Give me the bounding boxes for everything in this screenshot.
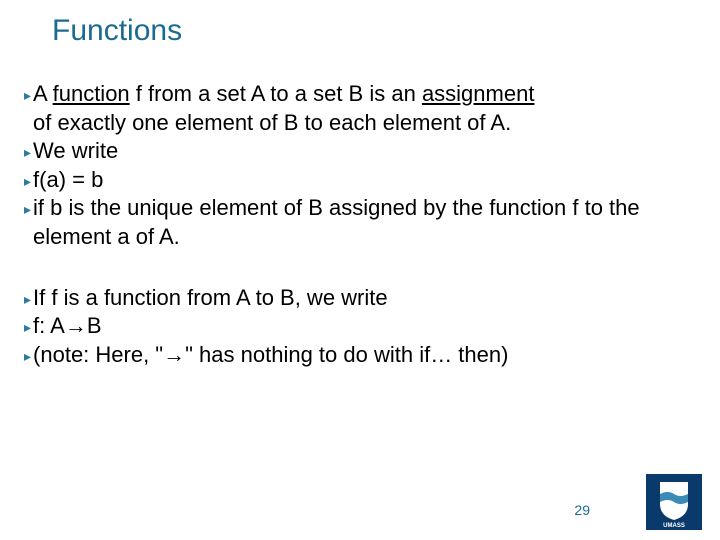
bullet-line: ▸ (note: Here, "→" has nothing to do wit… [24,341,696,370]
svg-text:UMASS: UMASS [663,523,685,529]
t: (note: Here, " [33,342,163,367]
bullet-line: ▸ f(a) = b [24,166,696,195]
bullet-line: ▸ if b is the unique element of B assign… [24,194,696,251]
bullet-line: ▸ We write [24,137,696,166]
t: A [33,81,53,106]
bullet-icon: ▸ [24,143,31,161]
line-text: if b is the unique element of B assigned… [33,194,696,251]
t: f from a set A to a set B is an [130,81,422,106]
bullet-line: ▸ If f is a function from A to B, we wri… [24,284,696,313]
block-1: ▸ A function f from a set A to a set B i… [24,80,696,252]
block-2: ▸ If f is a function from A to B, we wri… [24,284,696,370]
t: f: A [33,313,65,338]
t-ul: function [53,81,130,106]
bullet-icon: ▸ [24,86,31,104]
umass-boston-logo: UMASS [646,474,702,530]
bullet-icon: ▸ [24,290,31,308]
bullet-icon: ▸ [24,347,31,365]
bullet-icon: ▸ [24,172,31,190]
bullet-line: ▸ A function f from a set A to a set B i… [24,80,696,137]
line-text: A function f from a set A to a set B is … [33,80,696,137]
bullet-icon: ▸ [24,200,31,218]
t: " has nothing to do with if… then) [185,342,508,367]
arrow-icon: → [65,313,87,338]
line-text: (note: Here, "→" has nothing to do with … [33,341,696,370]
slide-content: ▸ A function f from a set A to a set B i… [24,80,696,401]
bullet-icon: ▸ [24,318,31,336]
line-text: If f is a function from A to B, we write [33,284,696,313]
line-text: We write [33,137,696,166]
line-text: f(a) = b [33,166,696,195]
arrow-icon: → [163,342,185,367]
line-text: f: A→B [33,312,696,341]
t-ul: assignment [422,81,535,106]
bullet-line: ▸ f: A→B [24,312,696,341]
slide-title: Functions [52,14,182,48]
t: of exactly one element of B to each elem… [33,110,511,135]
t: B [87,313,102,338]
page-number: 29 [574,502,590,518]
